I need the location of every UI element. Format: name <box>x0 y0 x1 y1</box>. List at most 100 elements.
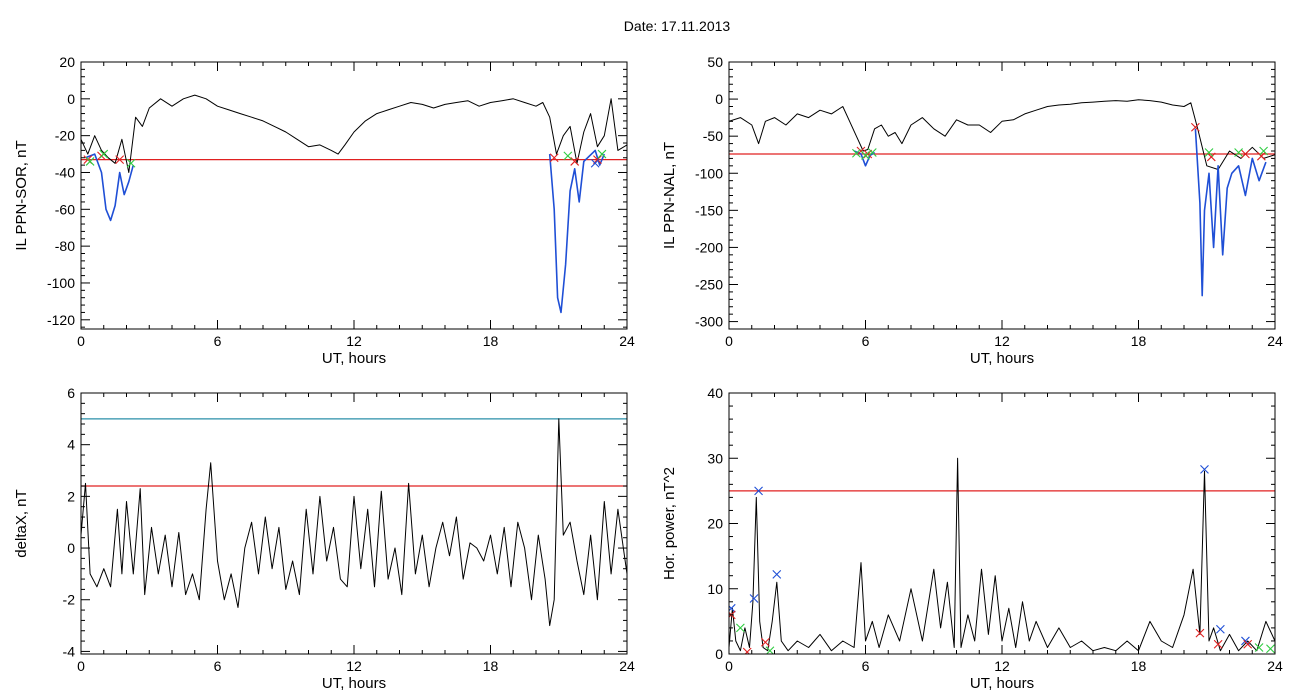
y-tick-label: -250 <box>695 277 723 293</box>
x-tick-label: 6 <box>214 658 222 674</box>
x-tick-label: 24 <box>619 658 635 674</box>
x-tick-label: 24 <box>619 333 635 349</box>
x-tick-label: 6 <box>862 658 870 674</box>
plot-frame <box>728 392 1276 655</box>
cross-marker <box>861 151 870 160</box>
series-line-0 <box>81 418 627 627</box>
series-line-1 <box>85 153 135 222</box>
y-tick-label: -2 <box>63 592 76 608</box>
y-tick-label: 4 <box>67 437 75 453</box>
series-line-0 <box>81 94 627 173</box>
y-axis-label: Hor. power, nT^2 <box>661 467 678 580</box>
cross-marker <box>761 637 770 647</box>
series-line-2 <box>548 149 606 314</box>
series-line-2 <box>1194 128 1267 297</box>
cross-marker <box>99 149 109 159</box>
cross-marker <box>563 151 573 161</box>
cross-marker <box>1259 146 1269 156</box>
y-tick-label: 0 <box>67 91 75 107</box>
x-tick-label: 6 <box>862 333 870 349</box>
cross-marker <box>749 594 759 603</box>
cross-marker <box>85 157 95 166</box>
cross-marker <box>1216 624 1225 634</box>
y-axis-label: IL PPN-SOR, nT <box>13 140 30 250</box>
cross-marker <box>765 646 775 654</box>
cross-marker <box>590 158 600 168</box>
y-tick-label: -100 <box>695 165 723 181</box>
cross-marker <box>1213 639 1223 649</box>
cross-marker <box>729 603 736 613</box>
x-tick-label: 0 <box>725 333 733 349</box>
cross-marker <box>570 157 580 166</box>
cross-marker <box>1256 151 1266 161</box>
x-tick-label: 12 <box>994 658 1010 674</box>
cross-marker <box>1195 628 1205 638</box>
cross-marker <box>1204 148 1214 157</box>
x-tick-label: 18 <box>483 658 499 674</box>
x-axis-label: UT, hours <box>970 350 1034 367</box>
x-tick-label: 0 <box>725 658 733 674</box>
x-tick-label: 12 <box>994 333 1010 349</box>
y-tick-label: -80 <box>55 238 75 254</box>
x-axis-label: UT, hours <box>322 350 386 367</box>
y-tick-label: 50 <box>707 54 723 70</box>
y-tick-label: -300 <box>695 314 723 330</box>
cross-marker <box>1254 643 1264 652</box>
plot-frame <box>80 61 628 330</box>
cross-marker <box>597 149 607 159</box>
x-axis-label: UT, hours <box>322 675 386 692</box>
cross-marker <box>1190 122 1200 132</box>
y-tick-label: 0 <box>67 540 75 556</box>
series-line-0 <box>729 99 1275 170</box>
y-tick-label: -200 <box>695 239 723 255</box>
plot-area <box>729 457 1275 654</box>
series-line-0 <box>729 457 1275 652</box>
y-tick-label: 10 <box>707 581 723 597</box>
cross-marker <box>852 148 861 158</box>
plot-area <box>81 418 627 627</box>
x-tick-label: 12 <box>346 658 362 674</box>
cross-marker <box>1200 464 1209 474</box>
chart-panel-2: 0 6 12 18 24 6 4 2 0 -2 -4 UT, hours deltaX, nT <box>13 385 635 692</box>
x-tick-label: 0 <box>77 658 85 674</box>
chart-panel-1: 0 6 12 18 24 50 0 -50 -100 -150 -200 -250 -300 UT, ho… <box>661 54 1283 367</box>
y-tick-label: -4 <box>63 643 76 659</box>
y-tick-label: -40 <box>55 164 75 180</box>
y-tick-label: -20 <box>55 128 75 144</box>
cross-marker <box>754 486 763 496</box>
plot-frame <box>80 392 628 655</box>
y-tick-label: -60 <box>55 201 75 217</box>
plot-frame <box>728 61 1276 330</box>
y-tick-label: -50 <box>703 128 723 144</box>
y-tick-label: 20 <box>707 516 723 532</box>
y-tick-label: 0 <box>715 91 723 107</box>
cross-marker <box>115 155 125 164</box>
figure-title: Date: 17.11.2013 <box>623 18 731 34</box>
y-tick-label: 2 <box>67 488 75 504</box>
x-tick-label: 12 <box>346 333 362 349</box>
cross-marker <box>867 148 877 157</box>
chart-panel-3: 0 6 12 18 24 40 30 20 10 0 UT, hours Hor. power, nT… <box>661 385 1283 692</box>
x-axis-label: UT, hours <box>970 675 1034 692</box>
y-axis-label: IL PPN-NAL, nT <box>661 142 678 249</box>
cross-marker <box>742 647 752 654</box>
y-tick-label: 0 <box>715 646 723 662</box>
cross-marker <box>1206 152 1216 162</box>
cross-marker <box>1241 149 1250 159</box>
cross-marker <box>126 158 136 168</box>
cross-marker <box>1234 148 1243 157</box>
y-axis-label: deltaX, nT <box>13 489 30 557</box>
y-tick-label: 6 <box>67 385 75 401</box>
cross-marker <box>735 623 745 633</box>
y-tick-label: -150 <box>695 202 723 218</box>
x-tick-label: 0 <box>77 333 85 349</box>
plot-area <box>729 99 1275 297</box>
y-tick-label: 30 <box>707 450 723 466</box>
x-tick-label: 18 <box>1131 658 1147 674</box>
chart-panel-0: 0 6 12 18 24 20 0 -20 -40 -60 -80 -100 -120 UT, hours… <box>13 54 635 367</box>
x-tick-label: 24 <box>1267 333 1283 349</box>
cross-marker <box>772 570 782 579</box>
y-tick-label: 40 <box>707 385 723 401</box>
x-tick-label: 18 <box>1131 333 1147 349</box>
